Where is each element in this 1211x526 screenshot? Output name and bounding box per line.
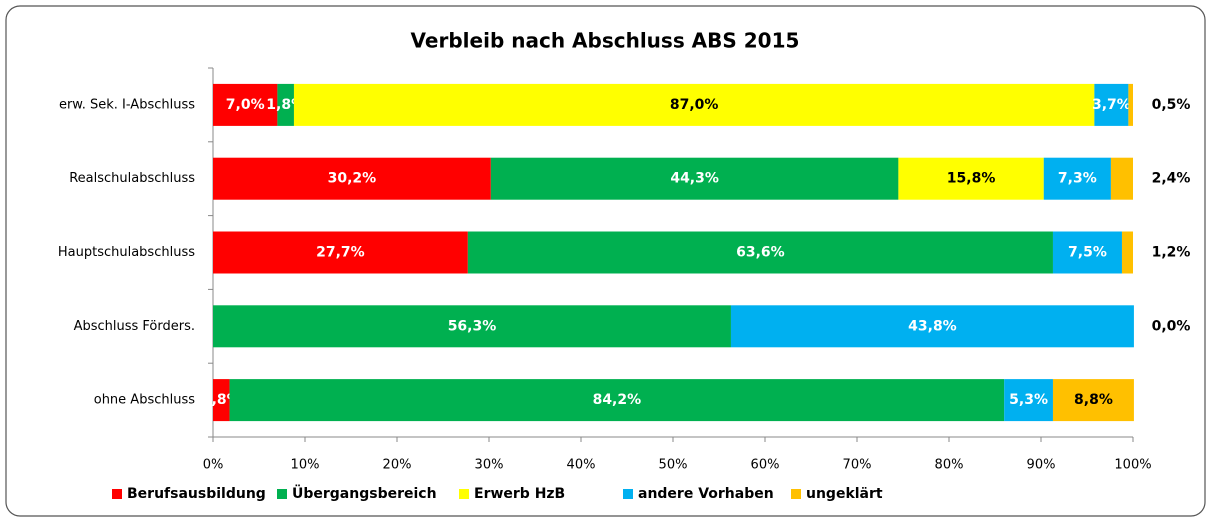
x-tick-label: 100% — [1114, 458, 1151, 473]
bar-segment — [1052, 231, 1122, 274]
y-tick-label: erw. Sek. I-Abschluss — [59, 97, 195, 112]
x-tick-label: 40% — [567, 458, 596, 473]
legend-label: Übergangsbereich — [292, 484, 437, 502]
data-label: 63,6% — [736, 245, 785, 261]
data-label: 15,8% — [947, 171, 996, 187]
y-tick-label: Hauptschulabschluss — [58, 245, 195, 260]
data-label: 84,2% — [593, 392, 642, 408]
legend-swatch — [112, 489, 122, 499]
y-tick-label: Realschulabschluss — [69, 171, 195, 186]
bar-segment — [1052, 379, 1134, 422]
bar-segment — [1121, 231, 1133, 274]
bar-segment — [213, 157, 491, 200]
data-label: 0,5% — [1152, 97, 1191, 113]
legend-swatch — [791, 489, 801, 499]
chart-title: Verbleib nach Abschluss ABS 2015 — [411, 29, 800, 53]
legend-label: andere Vorhaben — [638, 486, 774, 502]
x-tick-label: 10% — [291, 458, 320, 473]
bar-segment — [213, 379, 230, 422]
bar-segment — [213, 305, 731, 348]
x-tick-label: 80% — [935, 458, 964, 473]
data-label: 87,0% — [670, 97, 719, 113]
data-label: 0,0% — [1152, 318, 1191, 334]
data-label: 7,5% — [1068, 245, 1107, 261]
legend-label: ungeklärt — [806, 486, 883, 502]
x-tick-label: 0% — [203, 458, 224, 473]
y-tick-label: Abschluss Förders. — [74, 319, 195, 334]
data-label: 3,7% — [1092, 97, 1131, 113]
bar-segment — [277, 83, 294, 126]
bar-segment — [213, 83, 278, 126]
data-label: 27,7% — [316, 245, 365, 261]
data-label: 43,8% — [908, 318, 957, 334]
bar-segment — [1043, 157, 1111, 200]
bar-segment — [467, 231, 1053, 274]
bar-segment — [213, 231, 468, 274]
x-tick-label: 50% — [659, 458, 688, 473]
data-label: 7,0% — [226, 97, 265, 113]
x-tick-label: 90% — [1027, 458, 1056, 473]
bar-segment — [1004, 379, 1053, 422]
legend-swatch — [459, 489, 469, 499]
x-tick-label: 30% — [475, 458, 504, 473]
legend-swatch — [623, 489, 633, 499]
data-label: 8,8% — [1074, 392, 1113, 408]
bar-segment — [1128, 83, 1133, 126]
x-tick-label: 60% — [751, 458, 780, 473]
data-label: 2,4% — [1152, 171, 1191, 187]
x-tick-label: 20% — [383, 458, 412, 473]
data-label: 44,3% — [670, 171, 719, 187]
bar-segment — [490, 157, 899, 200]
legend-label: Erwerb HzB — [474, 486, 565, 502]
bar-segment — [229, 379, 1005, 422]
x-tick-label: 70% — [843, 458, 872, 473]
legend-swatch — [277, 489, 287, 499]
data-label: 1,2% — [1152, 245, 1191, 261]
bar-segment — [1110, 157, 1133, 200]
bar-segment — [1094, 83, 1129, 126]
bar-segment — [293, 83, 1095, 126]
data-label: 30,2% — [328, 171, 377, 187]
data-label: 5,3% — [1009, 392, 1048, 408]
data-label: 56,3% — [448, 318, 497, 334]
legend-label: Berufsausbildung — [127, 486, 266, 502]
y-tick-label: ohne Abschluss — [94, 393, 195, 408]
bar-segment — [898, 157, 1044, 200]
bar-segment — [730, 305, 1134, 348]
data-label: 7,3% — [1058, 171, 1097, 187]
